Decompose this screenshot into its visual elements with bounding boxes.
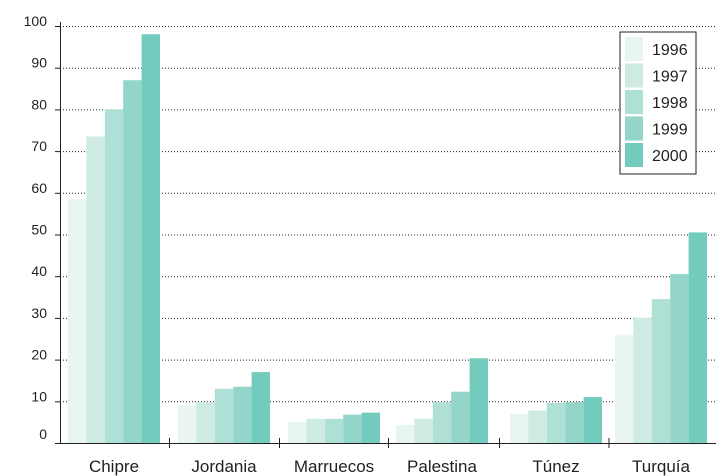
bar-turquía-1997 xyxy=(633,317,652,443)
bar-túnez-2000 xyxy=(583,397,602,443)
x-tick-labels: Chipre Jordania Marruecos Palestina Túnez Tur… xyxy=(89,457,691,476)
bar-jordania-1999 xyxy=(233,386,252,443)
y-tick-label-30: 30 xyxy=(31,305,47,321)
bar-chipre-1998 xyxy=(104,109,124,444)
legend-swatch-2000 xyxy=(625,143,643,167)
bar-turquía-2000 xyxy=(688,232,707,443)
legend-swatch-1999 xyxy=(625,116,643,141)
bar-palestina-1997 xyxy=(414,418,433,443)
y-tick-label-60: 60 xyxy=(31,180,47,196)
y-tick-label-20: 20 xyxy=(31,347,47,363)
bar-túnez-1996 xyxy=(510,413,529,443)
legend-label-1999: 1999 xyxy=(652,122,688,139)
x-tick-label-palestina: Palestina xyxy=(407,457,477,476)
bar-palestina-1998 xyxy=(432,402,452,443)
y-tick-label-80: 80 xyxy=(31,96,47,112)
bar-palestina-1999 xyxy=(451,391,470,443)
grid-lines xyxy=(60,26,716,403)
bar-turquía-1998 xyxy=(651,299,671,443)
y-tick-label-70: 70 xyxy=(31,138,47,154)
x-tick-label-marruecos: Marruecos xyxy=(294,457,374,476)
legend-swatch-1997 xyxy=(625,63,643,88)
bar-chipre-2000 xyxy=(141,34,160,444)
legend-label-1998: 1998 xyxy=(652,95,688,112)
legend-label-2000: 2000 xyxy=(652,148,688,165)
bar-jordania-2000 xyxy=(251,372,270,443)
legend: 1996 1997 1998 1999 2000 xyxy=(619,31,697,175)
legend-label-1997: 1997 xyxy=(652,69,688,86)
bar-jordania-1996 xyxy=(178,405,197,443)
bar-túnez-1998 xyxy=(546,403,566,443)
bar-chipre-1999 xyxy=(123,80,142,443)
bar-chipre-1996 xyxy=(68,199,87,443)
y-tick-labels: 0 10 20 30 40 50 60 70 80 90 100 xyxy=(24,13,48,442)
bar-jordania-1998 xyxy=(214,388,234,443)
bars xyxy=(68,34,707,444)
y-tick-label-100: 100 xyxy=(24,13,48,29)
bar-chipre-1997 xyxy=(86,136,105,443)
x-tick-label-túnez: Túnez xyxy=(532,457,579,476)
bar-marruecos-1999 xyxy=(343,414,362,443)
bar-palestina-2000 xyxy=(469,358,488,443)
legend-swatch-1998 xyxy=(625,90,643,114)
x-tick-label-chipre: Chipre xyxy=(89,457,139,476)
bar-turquía-1999 xyxy=(670,274,689,443)
x-tick-label-jordania: Jordania xyxy=(191,457,257,476)
legend-label-1996: 1996 xyxy=(652,42,688,59)
y-tick-label-10: 10 xyxy=(31,388,47,404)
y-tick-label-40: 40 xyxy=(31,263,47,279)
legend-swatch-1996 xyxy=(625,37,643,61)
bar-túnez-1997 xyxy=(528,410,547,443)
bar-marruecos-1998 xyxy=(324,418,344,443)
y-tick-label-50: 50 xyxy=(31,222,47,238)
axes xyxy=(55,22,716,448)
bar-turquía-1996 xyxy=(615,334,634,443)
x-tick-label-turquía: Turquía xyxy=(632,457,691,476)
bar-marruecos-2000 xyxy=(361,412,380,443)
bar-marruecos-1997 xyxy=(306,418,325,443)
y-tick-label-90: 90 xyxy=(31,55,47,71)
y-tick-label-0: 0 xyxy=(39,426,47,442)
bar-palestina-1996 xyxy=(396,425,415,443)
bar-marruecos-1996 xyxy=(288,422,307,443)
bar-túnez-1999 xyxy=(565,402,584,443)
bar-jordania-1997 xyxy=(196,402,215,443)
